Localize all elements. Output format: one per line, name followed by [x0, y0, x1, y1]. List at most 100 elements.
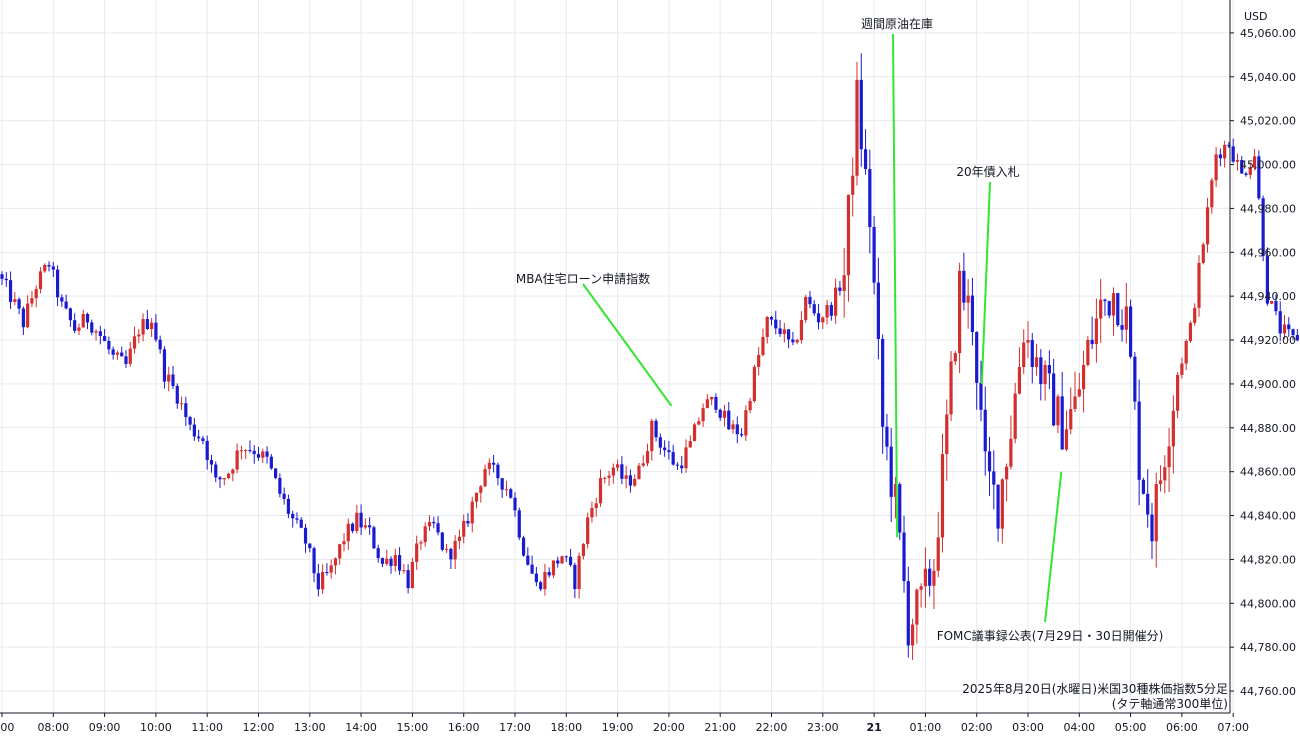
x-tick-label: 01:00 — [910, 721, 942, 734]
candle-body — [953, 353, 957, 362]
candle-body — [782, 329, 786, 335]
candle-body — [539, 582, 543, 590]
candle-body — [457, 536, 462, 541]
candle-body — [274, 468, 278, 478]
candle-body — [158, 339, 162, 350]
candle-body — [179, 403, 184, 405]
candle-body — [863, 149, 868, 170]
candle-body — [43, 264, 47, 272]
candle-body — [650, 420, 654, 452]
candle-body — [744, 410, 748, 436]
candle-body — [1205, 207, 1210, 245]
candle-body — [1210, 180, 1214, 208]
candle-body — [808, 296, 812, 305]
candle-body — [1295, 335, 1299, 341]
candle-body — [564, 556, 568, 558]
candle-body — [333, 558, 338, 566]
candle-body — [598, 478, 603, 504]
candle-body — [265, 451, 269, 457]
candle-body — [521, 537, 526, 556]
candle-body — [393, 555, 397, 567]
candle-body — [881, 338, 885, 427]
y-tick-label: 44,900.00 — [1240, 378, 1296, 391]
candle-body — [530, 564, 534, 574]
candle-body — [470, 501, 474, 524]
x-tick-label: 14:00 — [345, 721, 377, 734]
candle-body — [150, 322, 154, 330]
candle-body — [141, 319, 145, 335]
candle-body — [244, 450, 248, 452]
candle-body — [1116, 293, 1120, 326]
candle-body — [252, 450, 256, 455]
candle-body — [1150, 514, 1154, 542]
candle-body — [389, 558, 393, 567]
candle-body — [534, 573, 538, 583]
candle-body — [487, 462, 491, 469]
candle-body — [1034, 357, 1039, 367]
candle-body — [47, 264, 51, 267]
candle-body — [419, 542, 423, 544]
candle-body — [1120, 325, 1124, 330]
candle-body — [821, 317, 825, 323]
candle-body — [637, 465, 641, 479]
candle-body — [885, 426, 889, 447]
candle-body — [1069, 409, 1073, 430]
candle-body — [1214, 154, 1218, 181]
candle-body — [958, 270, 962, 354]
candle-body — [868, 169, 872, 227]
x-tick-label: 17:00 — [499, 721, 531, 734]
candle-body — [834, 287, 838, 316]
candle-body — [590, 507, 594, 518]
candle-body — [171, 374, 175, 386]
candle-body — [103, 336, 107, 341]
y-tick-label: 44,960.00 — [1240, 246, 1296, 259]
candle-body — [342, 541, 346, 545]
chart-caption-line1: 2025年8月20日(水曜日)米国30種株価指数5分足 — [962, 681, 1228, 696]
candle-body — [385, 558, 389, 564]
candle-body — [586, 517, 590, 544]
annotation-label: 週間原油在庫 — [861, 17, 933, 31]
y-tick-label: 44,940.00 — [1240, 290, 1296, 303]
grid-lines — [0, 0, 1234, 713]
annotation-line — [980, 181, 991, 384]
candle-body — [1176, 374, 1180, 411]
candle-body — [607, 475, 611, 478]
candle-body — [55, 269, 60, 298]
price-axis[interactable]: 44,760.00 44,780.00 44,800.00 44,820.00 44,8… — [1230, 27, 1296, 698]
candle-body — [936, 537, 940, 571]
candle-body — [611, 467, 615, 476]
x-tick-label: 21 — [866, 721, 881, 734]
candle-body — [128, 348, 132, 364]
time-axis[interactable]: 7:00 08:00 09:00 10:00 11:00 12:00 13:00 14:00 1… — [0, 713, 1249, 734]
candle-body — [547, 572, 551, 576]
candle-body — [987, 451, 992, 472]
candle-body — [303, 527, 308, 544]
candle-body — [628, 475, 633, 486]
candle-body — [1043, 365, 1047, 385]
candle-body — [73, 320, 77, 331]
candle-body — [483, 468, 487, 487]
candle-body — [115, 352, 120, 355]
candle-body — [603, 477, 607, 479]
candle-body — [346, 523, 350, 542]
candle-body — [829, 305, 833, 316]
candle-body — [543, 572, 547, 590]
candle-body — [645, 451, 650, 464]
candle-body — [1184, 341, 1188, 364]
candle-body — [560, 556, 564, 564]
candle-body — [919, 586, 923, 590]
candle-body — [325, 572, 329, 574]
candle-body — [915, 589, 919, 625]
candle-body — [1188, 322, 1193, 342]
candle-body — [970, 295, 975, 333]
candle-body — [1197, 262, 1201, 308]
candle-body — [765, 317, 769, 337]
candle-body — [504, 489, 509, 491]
candle-body — [1193, 307, 1197, 323]
candle-body — [517, 510, 521, 538]
candle-body — [675, 464, 680, 466]
x-tick-label: 09:00 — [89, 721, 121, 734]
x-tick-label: 12:00 — [243, 721, 275, 734]
x-tick-label: 02:00 — [961, 721, 993, 734]
